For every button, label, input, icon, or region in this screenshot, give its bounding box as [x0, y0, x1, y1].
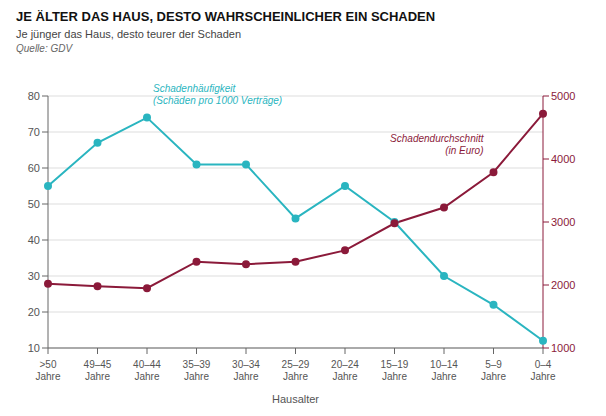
- svg-text:4000: 4000: [551, 153, 575, 165]
- svg-text:40–44Jahre: 40–44Jahre: [133, 359, 161, 382]
- svg-text:Schadenhäufigkeit(Schäden pro: Schadenhäufigkeit(Schäden pro 1000 Vertr…: [153, 83, 282, 106]
- html-text:Je jünger das Haus, desto teur: Je jünger das Haus, desto teurer der Sch…: [16, 28, 241, 40]
- svg-text:70: 70: [28, 126, 40, 138]
- svg-text:15–19Jahre: 15–19Jahre: [381, 359, 409, 382]
- svg-text:40: 40: [28, 234, 40, 246]
- svg-text:20–24Jahre: 20–24Jahre: [331, 359, 359, 382]
- svg-text:>50Jahre: >50Jahre: [35, 359, 60, 382]
- svg-text:20: 20: [28, 306, 40, 318]
- svg-text:Schadendurchschnitt(in Euro): Schadendurchschnitt(in Euro): [390, 133, 485, 156]
- svg-text:25–29Jahre: 25–29Jahre: [282, 359, 310, 382]
- svg-text:10–14Jahre: 10–14Jahre: [430, 359, 458, 382]
- svg-text:60: 60: [28, 162, 40, 174]
- svg-text:1000: 1000: [551, 342, 575, 354]
- svg-text:49–45Jahre: 49–45Jahre: [84, 359, 112, 382]
- svg-text:10: 10: [28, 342, 40, 354]
- svg-text:80: 80: [28, 90, 40, 102]
- svg-text:30–34Jahre: 30–34Jahre: [232, 359, 260, 382]
- svg-text:0–4Jahre: 0–4Jahre: [530, 359, 555, 382]
- svg-text:5000: 5000: [551, 90, 575, 102]
- svg-text:50: 50: [28, 198, 40, 210]
- svg-text:3000: 3000: [551, 216, 575, 228]
- svg-text:5–9Jahre: 5–9Jahre: [481, 359, 506, 382]
- svg-text:Hausalter: Hausalter: [272, 393, 319, 405]
- html-text:JE ÄLTER DAS HAUS, DESTO WAHRS: JE ÄLTER DAS HAUS, DESTO WAHRSCHEINLICHE…: [16, 9, 436, 24]
- svg-text:2000: 2000: [551, 279, 575, 291]
- html-text:Quelle: GDV: Quelle: GDV: [16, 43, 73, 54]
- svg-text:30: 30: [28, 270, 40, 282]
- svg-text:35–39Jahre: 35–39Jahre: [183, 359, 211, 382]
